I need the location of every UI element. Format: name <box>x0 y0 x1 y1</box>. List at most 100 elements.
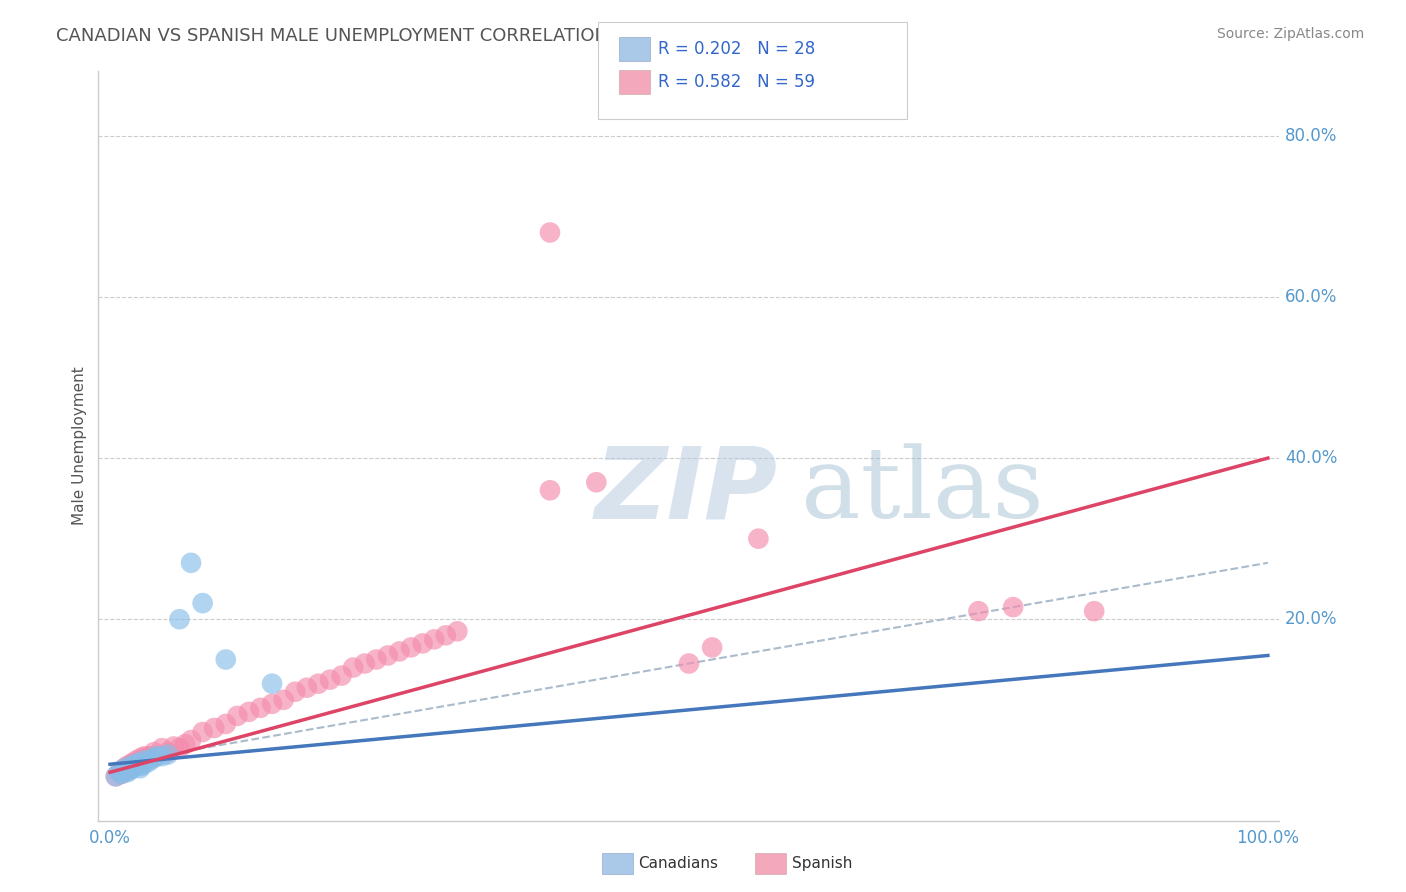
Point <box>131 753 153 767</box>
Point <box>143 751 166 765</box>
Point <box>121 760 143 774</box>
Point <box>122 760 145 774</box>
Point <box>120 757 142 772</box>
Point <box>114 761 136 775</box>
Point <box>412 636 434 650</box>
Point <box>124 757 146 772</box>
Point <box>249 701 271 715</box>
Point <box>262 697 284 711</box>
Point <box>538 226 561 240</box>
Point <box>110 767 132 781</box>
Text: R = 0.582   N = 59: R = 0.582 N = 59 <box>658 73 815 91</box>
Point <box>423 632 446 647</box>
Point <box>125 759 148 773</box>
Point <box>129 753 152 767</box>
Point <box>215 717 238 731</box>
Point <box>156 745 179 759</box>
Point <box>145 749 167 764</box>
Text: 20.0%: 20.0% <box>1285 610 1337 628</box>
Point <box>319 673 342 687</box>
Point <box>117 762 139 776</box>
Point <box>139 753 162 767</box>
Point <box>150 749 173 764</box>
Point <box>330 668 353 682</box>
Text: 0.0%: 0.0% <box>89 829 131 847</box>
Point <box>112 761 135 775</box>
Point <box>1002 600 1025 615</box>
Point <box>284 684 307 698</box>
Point <box>180 733 202 747</box>
Point <box>538 483 561 498</box>
Point <box>134 749 156 764</box>
Text: Spanish: Spanish <box>792 856 852 871</box>
Point <box>121 762 143 776</box>
Point <box>139 749 162 764</box>
Point <box>238 705 260 719</box>
Point <box>129 751 152 765</box>
Text: 100.0%: 100.0% <box>1236 829 1299 847</box>
Point <box>262 676 284 690</box>
Point <box>273 693 295 707</box>
Point <box>104 769 127 783</box>
Point <box>295 681 318 695</box>
Point <box>136 756 159 770</box>
Point <box>108 765 131 780</box>
Point <box>388 644 411 658</box>
Y-axis label: Male Unemployment: Male Unemployment <box>72 367 87 525</box>
Point <box>131 757 153 772</box>
Point <box>434 628 457 642</box>
Point <box>145 749 167 764</box>
Point <box>174 737 197 751</box>
Point <box>366 652 388 666</box>
Point <box>124 757 146 772</box>
Point <box>143 745 166 759</box>
Point <box>169 612 191 626</box>
Point <box>108 765 131 780</box>
Point <box>377 648 399 663</box>
Point <box>117 759 139 773</box>
Point <box>122 756 145 770</box>
Point <box>1083 604 1105 618</box>
Point <box>117 764 139 778</box>
Text: Source: ZipAtlas.com: Source: ZipAtlas.com <box>1216 27 1364 41</box>
Point <box>191 596 214 610</box>
Point <box>110 767 132 781</box>
Text: 40.0%: 40.0% <box>1285 449 1337 467</box>
Text: atlas: atlas <box>801 443 1043 539</box>
Point <box>399 640 422 655</box>
Point <box>169 741 191 756</box>
Text: 80.0%: 80.0% <box>1285 127 1337 145</box>
Point <box>202 721 225 735</box>
Point <box>353 657 375 671</box>
Point <box>967 604 990 618</box>
Text: Canadians: Canadians <box>638 856 718 871</box>
Point <box>120 759 142 773</box>
Text: R = 0.202   N = 28: R = 0.202 N = 28 <box>658 40 815 58</box>
Point <box>129 761 152 775</box>
Point <box>156 747 179 762</box>
Point <box>112 764 135 778</box>
Point <box>585 475 607 490</box>
Point <box>114 764 136 778</box>
Text: 60.0%: 60.0% <box>1285 288 1337 306</box>
Point <box>150 741 173 756</box>
Point <box>191 725 214 739</box>
Point <box>342 660 364 674</box>
Point <box>129 759 152 773</box>
Point <box>747 532 769 546</box>
Point <box>136 751 159 765</box>
Text: CANADIAN VS SPANISH MALE UNEMPLOYMENT CORRELATION CHART: CANADIAN VS SPANISH MALE UNEMPLOYMENT CO… <box>56 27 675 45</box>
Point <box>700 640 723 655</box>
Point <box>307 676 329 690</box>
Point <box>180 556 202 570</box>
Point <box>117 765 139 780</box>
Point <box>446 624 468 639</box>
Point <box>215 652 238 666</box>
Text: ZIP: ZIP <box>595 442 778 540</box>
Point <box>104 769 127 783</box>
Point <box>134 753 156 767</box>
Point <box>678 657 700 671</box>
Point <box>163 739 186 754</box>
Point <box>128 756 150 770</box>
Point <box>226 709 249 723</box>
